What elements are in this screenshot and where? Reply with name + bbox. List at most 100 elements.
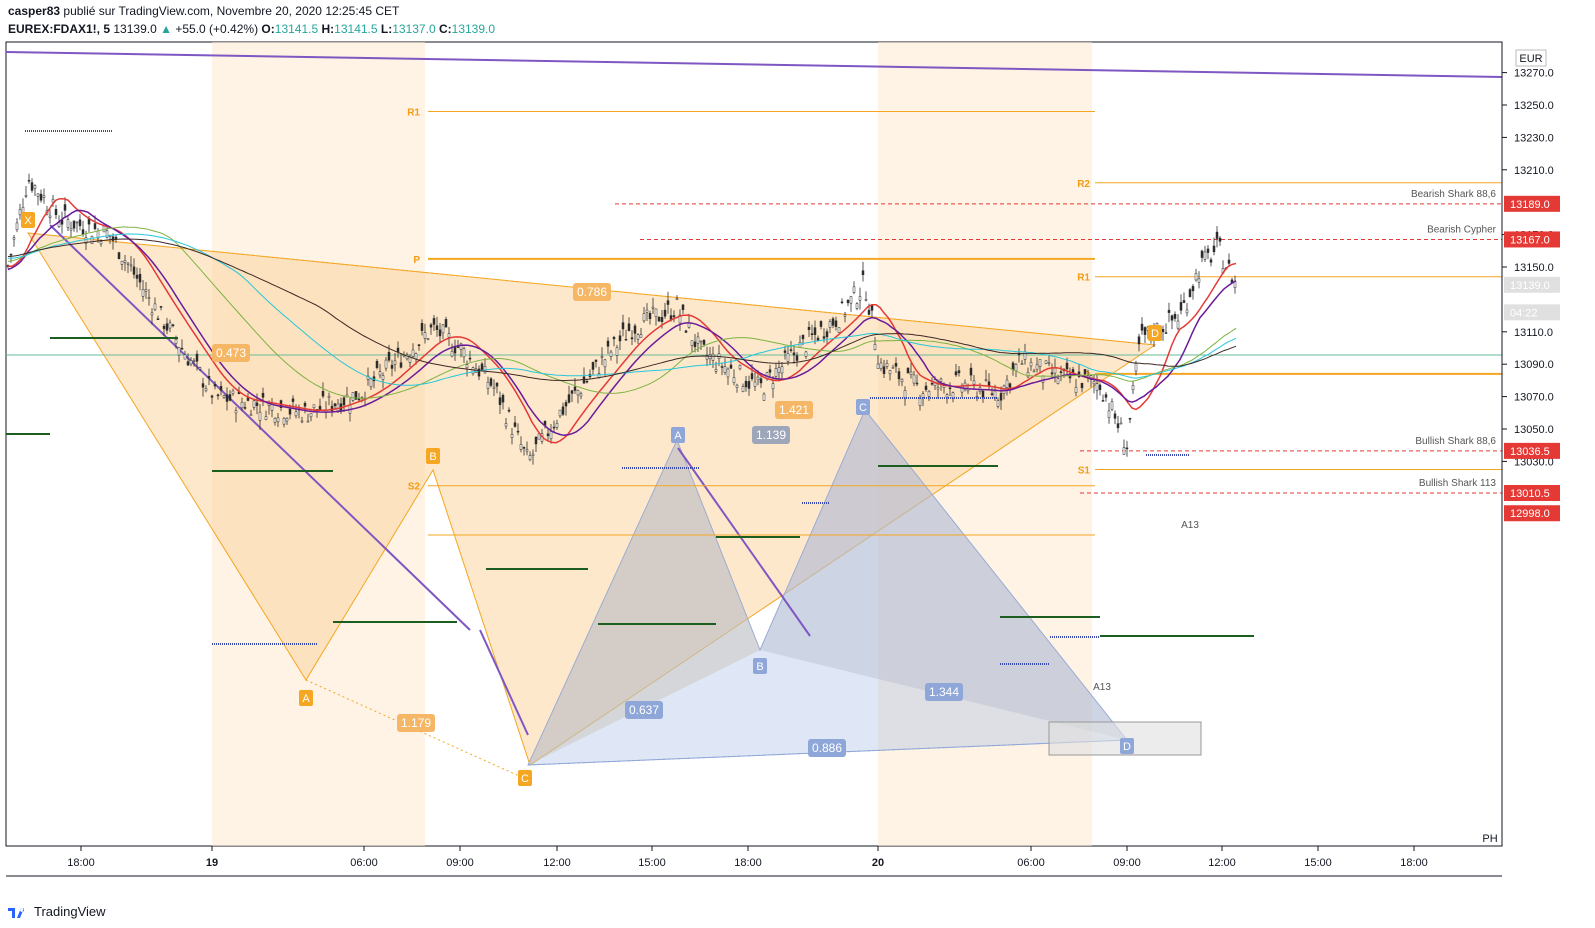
candle-body	[150, 312, 154, 316]
candle-body	[351, 392, 355, 401]
candle-body	[471, 367, 475, 375]
candle-body	[459, 343, 463, 350]
ratio-bg-4	[625, 701, 663, 719]
harmonic-point-bg-7	[856, 399, 870, 415]
price-tag-6: 12998.0	[1510, 508, 1550, 520]
candle-body	[453, 347, 457, 354]
candle-body	[1059, 371, 1063, 374]
x-tick-label-1: 19	[206, 857, 218, 869]
candle-body	[729, 364, 733, 369]
candle-body	[675, 298, 679, 300]
candle-body	[1011, 362, 1015, 371]
candle-body	[783, 350, 787, 353]
candle-body	[33, 185, 37, 189]
candle-body	[477, 368, 481, 377]
last-price: 13139.0	[113, 22, 157, 36]
candle-body	[855, 303, 859, 309]
candle-body	[1050, 372, 1054, 375]
candle-body	[891, 367, 895, 369]
candle-body	[144, 289, 148, 292]
candle-body	[195, 353, 199, 362]
candle-body	[810, 333, 814, 336]
candle-body	[138, 273, 142, 283]
ratio-label-5: 1.139	[756, 428, 786, 442]
candle-body	[837, 327, 841, 333]
candle-body	[531, 453, 535, 456]
price-tag-bg-1	[1504, 231, 1560, 248]
price-tag-5: 13010.5	[1510, 488, 1550, 500]
ratio-bg-0	[212, 344, 250, 362]
candle-body	[282, 418, 286, 425]
x-tick-label-3: 09:00	[446, 857, 474, 869]
harmonic-point-d-8: D	[1123, 741, 1131, 753]
candle-body	[822, 336, 826, 339]
candle-body	[1056, 378, 1060, 384]
candle-body	[672, 315, 676, 318]
ratio-label-2: 1.179	[401, 716, 431, 730]
price-tag-bg-4	[1504, 442, 1560, 459]
candle-body	[969, 367, 973, 376]
candle-body	[1215, 231, 1219, 239]
candle-body	[1161, 329, 1165, 333]
candle-body	[1140, 323, 1144, 331]
candle-body	[1119, 422, 1123, 425]
candle-body	[639, 334, 643, 338]
candle-body	[705, 355, 709, 360]
candle-body	[1200, 250, 1204, 258]
y-tick-label-9: 13050.0	[1514, 424, 1554, 436]
candle-body	[960, 385, 964, 393]
candle-body	[522, 447, 526, 449]
candle-body	[657, 316, 661, 322]
candle-body	[1098, 384, 1102, 390]
symbol-name[interactable]: EUREX:FDAX1!, 5	[8, 22, 111, 36]
candle-body	[813, 327, 817, 335]
x-tick-label-11: 15:00	[1304, 857, 1332, 869]
candle-body	[1179, 302, 1183, 311]
candle-body	[693, 341, 697, 348]
candle-body	[435, 325, 439, 330]
candle-body	[1143, 327, 1147, 335]
candle-body	[135, 274, 139, 279]
candle-body	[222, 395, 226, 398]
pivot-label-d2-S1: S1	[1078, 466, 1091, 477]
candle-body	[1092, 381, 1096, 385]
long-trendline	[5, 51, 1503, 78]
candle-body	[1191, 286, 1195, 292]
candle-body	[90, 236, 94, 245]
x-tick-label-9: 09:00	[1113, 857, 1141, 869]
candle-body	[1035, 364, 1039, 370]
candle-body	[906, 367, 910, 374]
y-tick-label-1: 13250.0	[1514, 100, 1554, 112]
candle-body	[27, 179, 31, 182]
close-value: 13139.0	[451, 22, 496, 36]
candle-body	[132, 266, 136, 275]
candle-body	[780, 366, 784, 374]
candle-body	[621, 322, 625, 330]
candle-body	[1116, 423, 1120, 429]
y-tick-label-6: 13110.0	[1514, 327, 1553, 339]
y-tick-label-3: 13210.0	[1514, 165, 1554, 177]
candle-body	[642, 313, 646, 322]
candle-body	[1101, 400, 1105, 402]
candle-body	[984, 379, 988, 381]
footer-brand[interactable]: TradingView	[8, 904, 106, 919]
candle-body	[894, 363, 898, 367]
harmonic-point-d-4: D	[1151, 328, 1159, 340]
y-tick-label-0: 13270.0	[1514, 68, 1554, 80]
candle-body	[1182, 300, 1186, 303]
candle-body	[942, 385, 946, 388]
candle-body	[873, 344, 877, 351]
candle-body	[660, 317, 664, 322]
candle-body	[573, 386, 577, 391]
candle-body	[1005, 379, 1009, 388]
candle-body	[747, 381, 751, 389]
time-axis: 18:00 19 06:00 09:00 12:00 15:00 18:00 20 06:00 0…	[6, 846, 1502, 877]
bearish-pattern-fill	[27, 232, 1157, 766]
ratio-label-1: 0.786	[577, 285, 607, 299]
candle-body	[681, 304, 685, 310]
candle-body	[1137, 336, 1141, 345]
candle-body	[579, 393, 583, 397]
up-arrow-icon: ▲	[160, 22, 172, 36]
candle-body	[606, 340, 610, 347]
